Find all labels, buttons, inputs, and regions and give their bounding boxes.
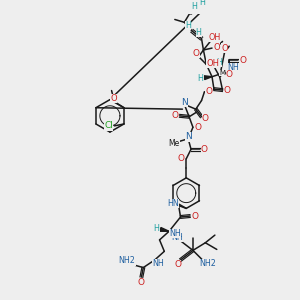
Text: O: O — [201, 145, 208, 154]
Text: Me: Me — [168, 139, 179, 148]
Text: O: O — [193, 49, 200, 58]
Text: NH2: NH2 — [119, 256, 136, 266]
Text: NH: NH — [169, 229, 181, 238]
Polygon shape — [160, 227, 169, 231]
Text: NH2: NH2 — [199, 259, 216, 268]
Text: H: H — [200, 0, 206, 7]
Text: N: N — [181, 98, 188, 107]
Text: NH: NH — [227, 63, 239, 72]
Text: O: O — [194, 123, 201, 132]
Text: NH: NH — [171, 232, 183, 242]
Polygon shape — [204, 76, 212, 80]
Text: H: H — [216, 58, 222, 67]
Text: O: O — [206, 88, 213, 97]
Text: O: O — [214, 43, 220, 52]
Text: HN: HN — [167, 199, 179, 208]
Text: H: H — [185, 21, 191, 30]
Text: O: O — [174, 260, 181, 269]
Text: O: O — [224, 85, 231, 94]
Text: Me: Me — [219, 70, 230, 76]
Text: H: H — [198, 74, 203, 83]
Text: O: O — [191, 212, 198, 220]
Text: O: O — [221, 44, 228, 52]
Text: N: N — [185, 132, 191, 141]
Text: Cl: Cl — [104, 122, 113, 130]
Text: H: H — [196, 28, 202, 37]
Text: O: O — [138, 278, 145, 287]
Text: O: O — [110, 94, 117, 103]
Text: OH: OH — [206, 59, 220, 68]
Text: O: O — [239, 56, 246, 65]
Text: O: O — [226, 70, 233, 79]
Text: O: O — [171, 111, 178, 120]
Text: O: O — [178, 154, 185, 163]
Text: H: H — [191, 2, 197, 10]
Text: NH: NH — [152, 259, 164, 268]
Text: OH: OH — [209, 33, 221, 42]
Text: H: H — [154, 224, 160, 233]
Text: O: O — [202, 114, 209, 123]
